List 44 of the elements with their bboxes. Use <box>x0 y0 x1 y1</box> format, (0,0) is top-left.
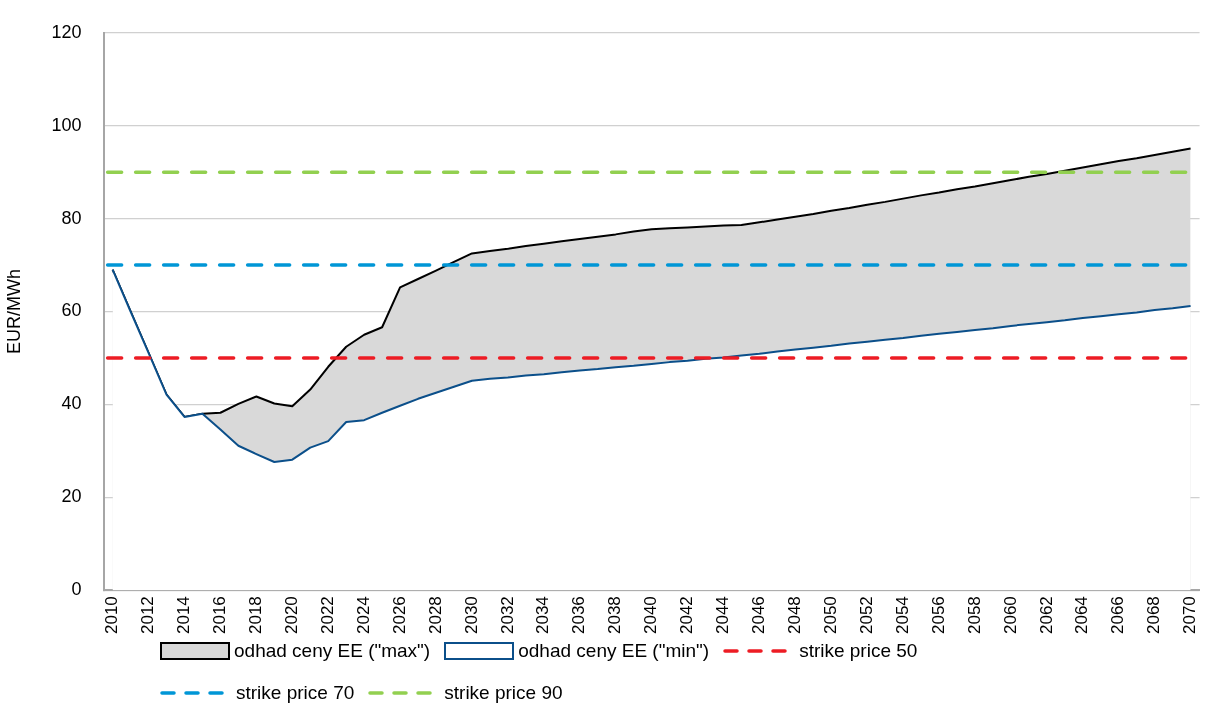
x-tick-label: 2032 <box>497 596 517 635</box>
x-tick-label: 2012 <box>138 596 158 635</box>
x-tick-label: 2016 <box>210 596 230 635</box>
x-tick-label: 2060 <box>1000 596 1020 635</box>
y-tick-label: 20 <box>61 486 82 507</box>
x-tick-label: 2018 <box>246 596 266 635</box>
y-tick-label: 80 <box>61 207 82 228</box>
y-tick-label: 120 <box>51 21 82 42</box>
legend-label: odhad ceny EE ("min") <box>518 640 710 662</box>
x-tick-label: 2064 <box>1072 596 1092 635</box>
y-tick-label: 100 <box>51 114 82 135</box>
y-tick-label: 40 <box>61 393 82 414</box>
x-tick-label: 2042 <box>677 596 697 635</box>
x-tick-label: 2038 <box>605 596 625 635</box>
x-tick-label: 2070 <box>1180 596 1200 635</box>
x-tick-label: 2030 <box>461 596 481 635</box>
x-tick-label: 2036 <box>569 596 589 635</box>
x-tick-label: 2034 <box>533 596 553 635</box>
x-tick-label: 2022 <box>317 596 337 635</box>
x-tick-label: 2046 <box>749 596 769 635</box>
x-tick-label: 2056 <box>928 596 948 635</box>
y-tick-label: 0 <box>71 579 82 600</box>
y-tick-label: 60 <box>61 300 82 321</box>
x-tick-label: 2052 <box>856 596 876 635</box>
x-tick-label: 2044 <box>713 596 733 635</box>
x-tick-label: 2050 <box>820 596 840 635</box>
x-tick-label: 2010 <box>102 596 122 635</box>
x-tick-label: 2058 <box>964 596 984 635</box>
x-tick-label: 2040 <box>641 596 661 635</box>
x-tick-label: 2014 <box>174 596 194 635</box>
x-tick-label: 2054 <box>892 596 912 635</box>
x-tick-label: 2024 <box>353 596 373 635</box>
x-tick-label: 2048 <box>785 596 805 635</box>
x-tick-label: 2026 <box>389 596 409 635</box>
y-axis-title: EUR/MWh <box>3 268 24 354</box>
legend-label: strike price 50 <box>799 640 918 662</box>
x-tick-label: 2020 <box>281 596 301 635</box>
x-tick-label: 2028 <box>425 596 445 635</box>
x-tick-label: 2068 <box>1144 596 1164 635</box>
x-tick-label: 2066 <box>1108 596 1128 635</box>
legend-label: strike price 90 <box>444 682 563 704</box>
legend-label: odhad ceny EE ("max") <box>234 640 431 662</box>
x-tick-label: 2062 <box>1036 596 1056 635</box>
legend-label: strike price 70 <box>236 682 355 704</box>
